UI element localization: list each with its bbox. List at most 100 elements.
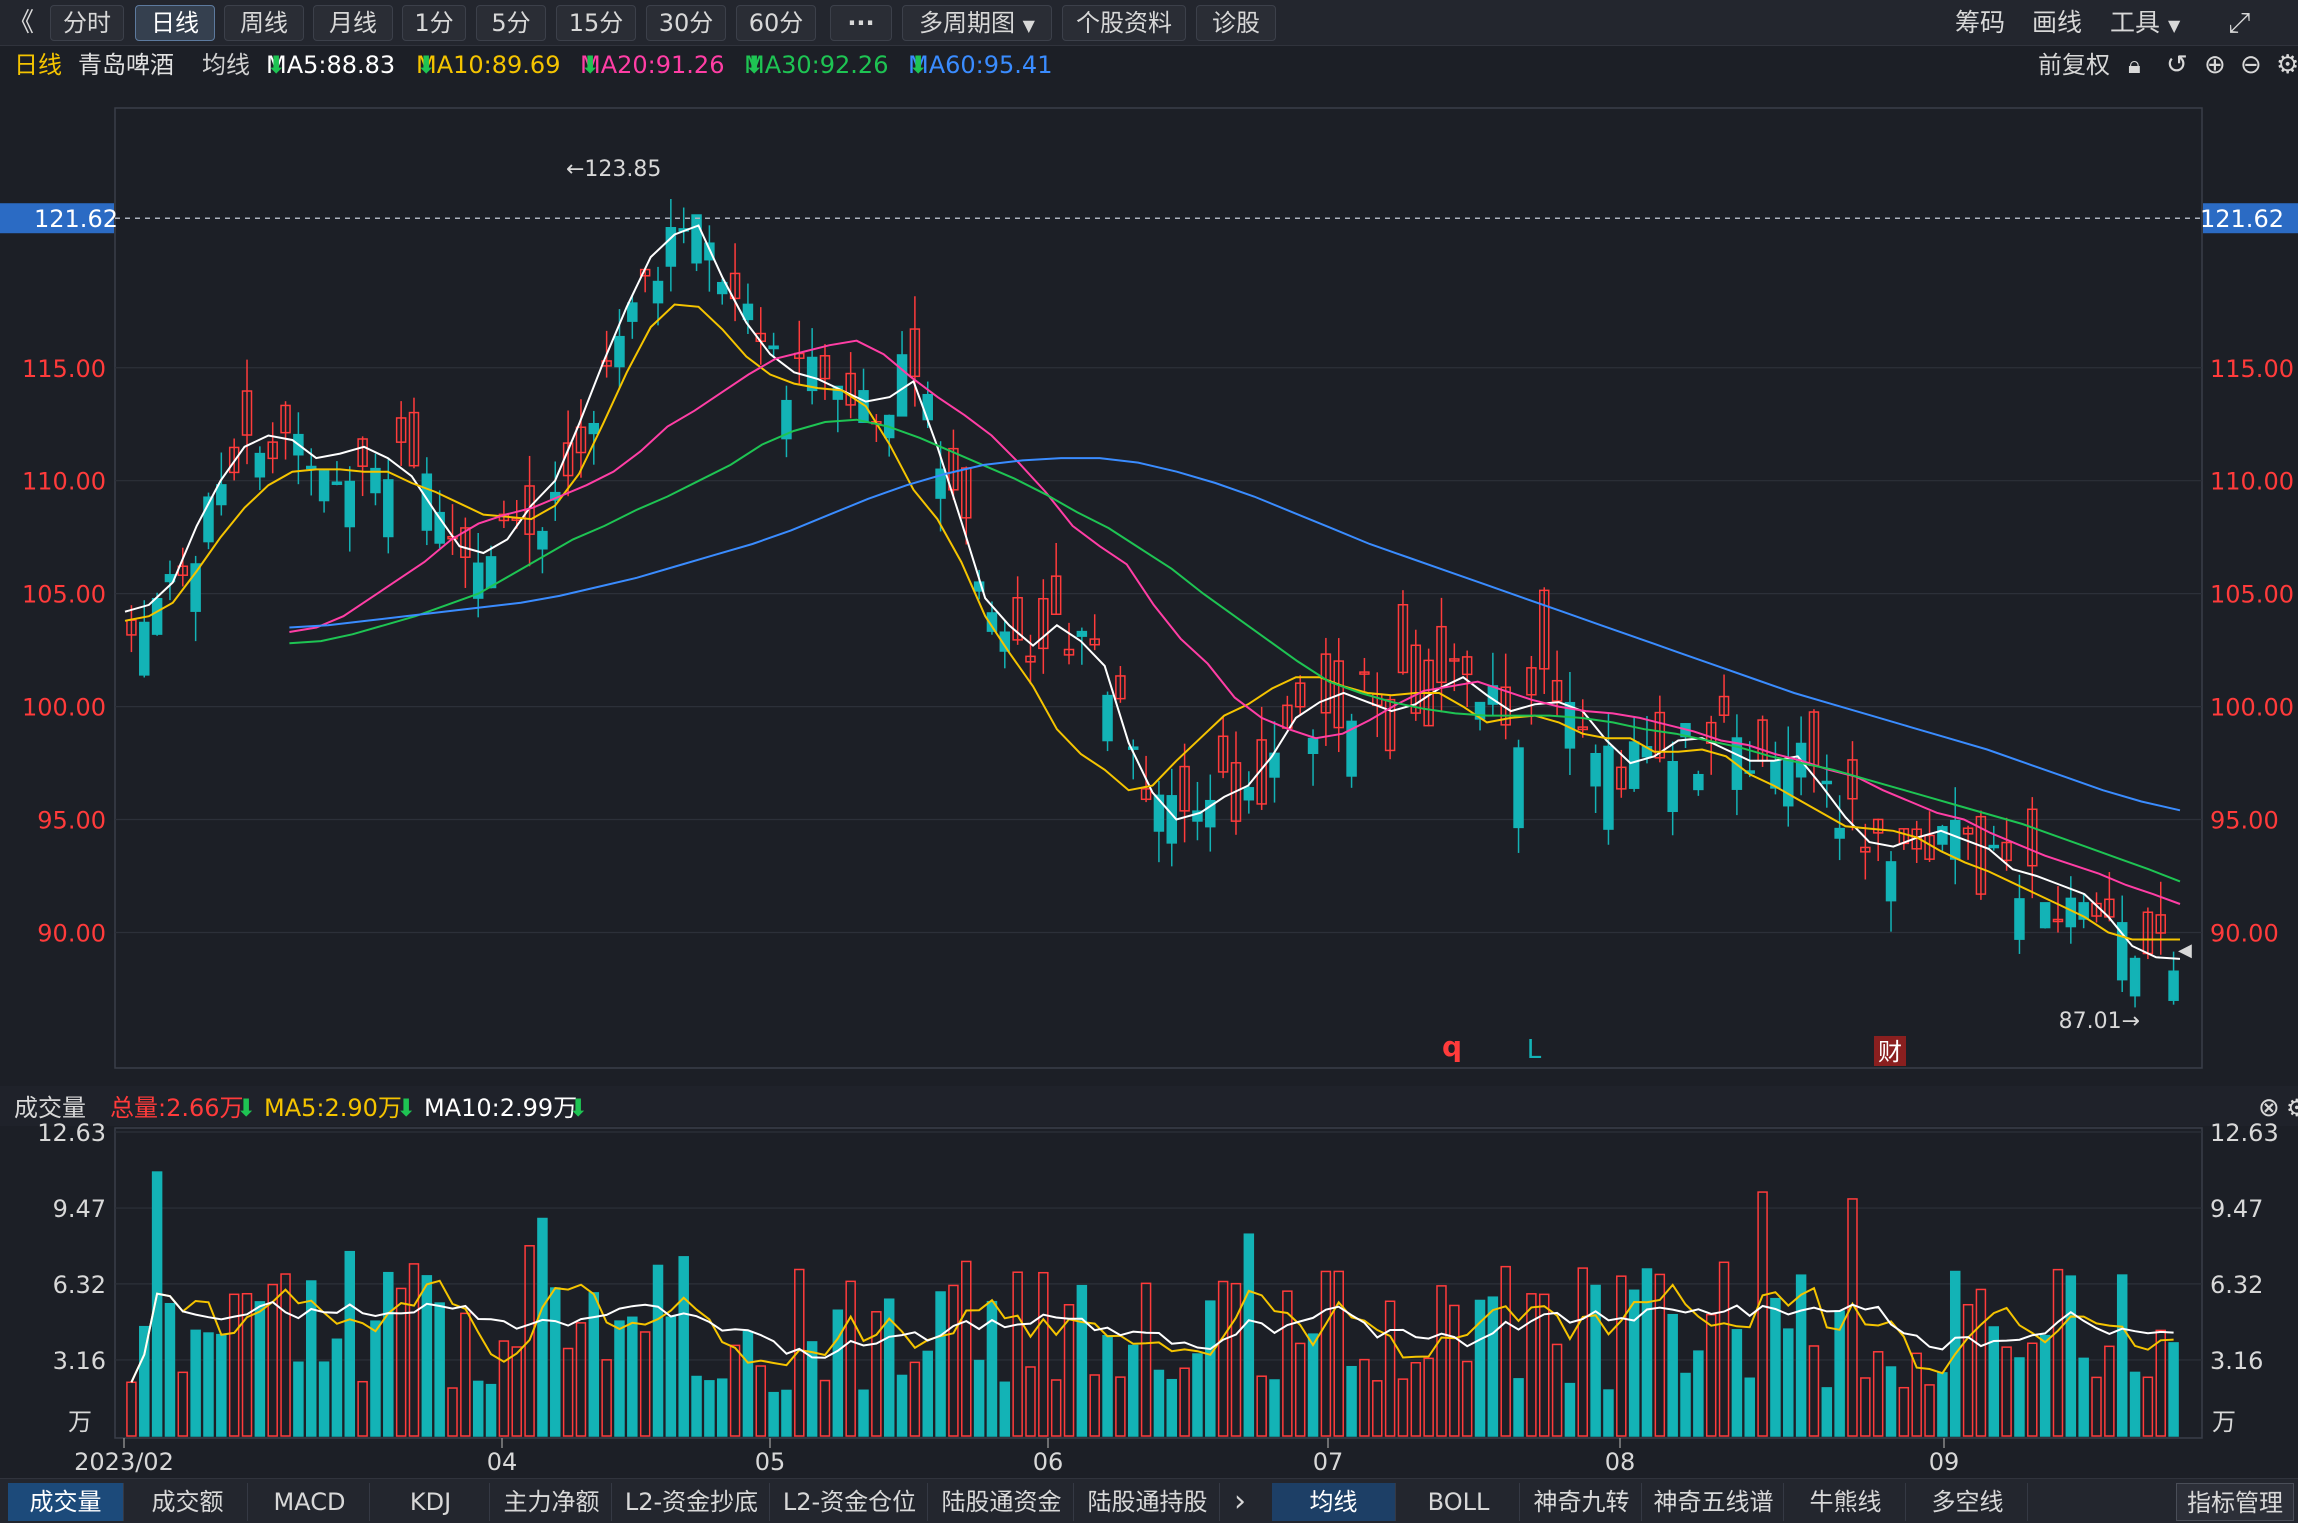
price-panel-frame [114,107,2203,1069]
period-tab-weekly[interactable]: 周线 [224,5,304,41]
candle-body [986,612,998,632]
ma60-line [289,457,2181,812]
event-marker-l[interactable]: L [1527,1035,1542,1065]
volume-bar [293,1361,304,1437]
period-tab-fenshi[interactable]: 分时 [50,5,124,41]
zoom-in-icon[interactable]: ⊕ [2204,50,2226,80]
candle-body [460,527,471,558]
volume-tick-left: 9.47 [53,1195,106,1223]
tab-l2-position[interactable]: L2-资金仓位 [772,1483,928,1521]
event-marker-finance[interactable]: 财 [1878,1038,1902,1066]
draw-line-button[interactable]: 画线 [2032,8,2083,37]
volume-bar [1924,1384,1935,1437]
volume-bar [1436,1285,1447,1437]
volume-bar [151,1171,163,1437]
volume-bar [421,1275,433,1437]
candle-body [1063,648,1075,656]
volume-bar [1551,1343,1563,1437]
volume-bar [678,1256,689,1437]
candle-body [1102,694,1113,742]
candle-body [1166,795,1178,844]
volume-bar [1783,1328,1794,1437]
tab-kdj[interactable]: KDJ [372,1483,490,1521]
period-tab-1min[interactable]: 1分 [402,5,466,41]
candle-body [395,417,407,443]
event-marker-q[interactable]: q [1442,1030,1462,1063]
ma-title[interactable]: 均线 [202,51,250,79]
settings-icon[interactable]: ⚙ [2276,50,2298,80]
volume-tick-right: 12.63 [2210,1119,2279,1147]
tab-volume[interactable]: 成交量 [8,1483,124,1521]
candle-body [1975,815,1987,895]
tools-dropdown[interactable]: 工具 ▼ [2110,5,2180,41]
period-tab-60min[interactable]: 60分 [736,5,816,41]
candle-body [2052,918,2064,923]
volume-bar [1423,1357,1434,1437]
volume-bar [550,1287,561,1437]
period-tab-monthly[interactable]: 月线 [313,5,393,41]
volume-bar [1115,1376,1126,1437]
multi-period-dropdown[interactable]: 多周期图 ▼ [902,5,1052,41]
volume-bar [1012,1271,1023,1437]
candle-body [2027,808,2038,867]
candle-body [588,422,600,435]
candle-body [1718,695,1730,716]
volume-settings-icon[interactable]: ⚙ [2286,1094,2298,1122]
ma-lines [124,224,2181,960]
adjust-mode[interactable]: 前复权 [2038,51,2110,79]
volume-unit-left: 万 [68,1408,92,1436]
zoom-out-icon[interactable]: ⊖ [2240,50,2262,80]
tab-bull-bear[interactable]: 牛熊线 [1786,1483,1906,1521]
kline-chart[interactable]: 115.00 115.00 110.00 110.00 105.00 105.00 100.… [0,84,2298,1478]
candle-body [665,227,677,267]
volume-bar [2078,1357,2089,1437]
indicator-tabs: 成交量 成交额 MACD KDJ 主力净额 L2-资金抄底 L2-资金仓位 陆股… [0,1478,2298,1523]
tab-hk-connect-fund[interactable]: 陆股通资金 [930,1483,1074,1521]
period-tab-15min[interactable]: 15分 [556,5,636,41]
period-label: 日线 [14,51,62,79]
tabs-scroll-right-icon[interactable]: › [1234,1484,1246,1519]
stock-info-button[interactable]: 个股资料 [1062,5,1186,41]
tab-main-net[interactable]: 主力净额 [492,1483,612,1521]
volume-bar [1821,1387,1833,1437]
tab-ma[interactable]: 均线 [1272,1483,1396,1521]
candle-body [1294,682,1306,708]
undo-icon[interactable]: ↺ [2166,50,2188,80]
close-volume-icon[interactable]: ⊗ [2258,1093,2280,1123]
price-tick-left: 90.00 [37,919,106,947]
back-icon[interactable]: 《 [8,8,35,38]
volume-bar [1179,1367,1190,1437]
tab-magic-five-lines[interactable]: 神奇五线谱 [1644,1483,1784,1521]
fullscreen-icon[interactable]: ⤢ [2228,6,2251,39]
tab-long-short[interactable]: 多空线 [1908,1483,2028,1521]
tab-hk-connect-holding[interactable]: 陆股通持股 [1076,1483,1220,1521]
period-tab-30min[interactable]: 30分 [646,5,726,41]
more-periods-button[interactable]: ··· [830,5,892,41]
tab-magic-nine[interactable]: 神奇九转 [1522,1483,1642,1521]
candle-body [203,496,214,543]
volume-bar [935,1291,946,1437]
low-annotation: 87.01→ [2059,1009,2140,1034]
volume-bar [1372,1380,1383,1437]
volume-bar [139,1325,150,1437]
volume-bar [1294,1342,1306,1437]
volume-bar [704,1380,715,1437]
chips-button[interactable]: 筹码 [1955,8,2006,37]
diagnose-button[interactable]: 诊股 [1196,5,1276,41]
tab-boll[interactable]: BOLL [1398,1483,1520,1521]
period-tab-5min[interactable]: 5分 [476,5,546,41]
volume-bar [1885,1366,1897,1437]
candle-body [806,356,818,392]
period-tab-daily[interactable]: 日线 [135,5,215,41]
candle-body [472,562,484,599]
candle-body [819,355,831,380]
tab-macd[interactable]: MACD [250,1483,370,1521]
volume-bar [1744,1377,1755,1437]
candle-body [2014,898,2025,940]
lock-icon[interactable]: 🔒︎ [2128,51,2141,79]
tab-turnover[interactable]: 成交额 [128,1483,248,1521]
volume-bar [627,1316,638,1437]
tab-l2-bottom[interactable]: L2-资金抄底 [614,1483,770,1521]
indicator-manage-button[interactable]: 指标管理 [2176,1483,2294,1521]
volume-bar [999,1381,1011,1437]
